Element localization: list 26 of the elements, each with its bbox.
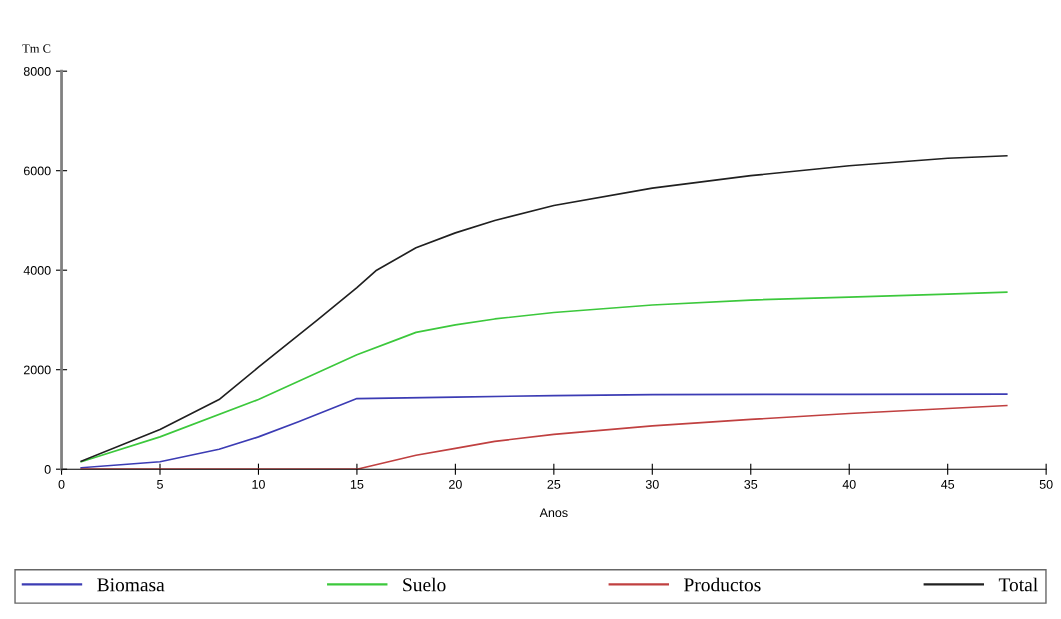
x-tick-label: 0 xyxy=(58,479,65,489)
x-tick-label: 40 xyxy=(842,479,856,489)
x-tick-label: 15 xyxy=(350,480,364,489)
x-tick-label: 50 xyxy=(1039,479,1053,489)
y-tick-label: 8000 xyxy=(23,66,51,76)
line-series xyxy=(80,404,1008,470)
x-tick-label: 25 xyxy=(547,479,561,489)
x-tick-label: 20 xyxy=(449,479,462,489)
y-tick-label: 2000 xyxy=(23,365,51,375)
x-tick-label: 5 xyxy=(157,480,163,489)
legend-label: Total xyxy=(998,577,1038,592)
legend-label: Biomasa xyxy=(97,578,165,592)
legend-label: Suelo xyxy=(403,577,446,592)
line-series xyxy=(80,393,1008,469)
y-tick-label: 6000 xyxy=(23,166,51,176)
line-series xyxy=(80,154,1008,463)
x-tick-label: 10 xyxy=(252,479,265,489)
x-tick-label: 45 xyxy=(941,480,955,489)
y-axis-title: Tm C xyxy=(22,44,51,53)
legend-label: Productos xyxy=(684,577,761,592)
x-tick-label: 30 xyxy=(645,479,659,489)
x-axis-title: Anos xyxy=(539,508,568,518)
y-tick-label: 4000 xyxy=(23,265,51,275)
line-series xyxy=(80,291,1008,463)
y-tick-label: 0 xyxy=(44,465,51,474)
x-tick-label: 35 xyxy=(744,479,758,489)
